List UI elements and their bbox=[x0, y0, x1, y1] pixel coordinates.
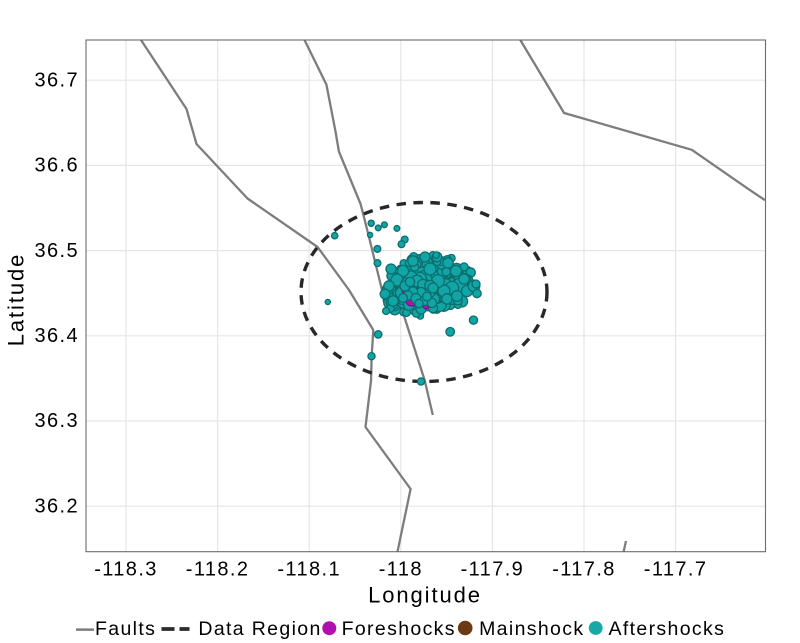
svg-text:Mainshock: Mainshock bbox=[479, 618, 584, 640]
svg-text:Aftershocks: Aftershocks bbox=[609, 618, 726, 640]
svg-text:-118.2: -118.2 bbox=[186, 559, 250, 581]
svg-text:-118: -118 bbox=[379, 559, 423, 581]
svg-text:Data Region: Data Region bbox=[198, 618, 321, 640]
svg-text:-117.8: -117.8 bbox=[552, 559, 616, 581]
svg-text:36.4: 36.4 bbox=[34, 325, 79, 347]
svg-text:36.5: 36.5 bbox=[34, 240, 79, 262]
svg-text:Longitude: Longitude bbox=[368, 583, 482, 608]
svg-text:36.7: 36.7 bbox=[34, 69, 79, 91]
svg-text:36.2: 36.2 bbox=[34, 495, 79, 517]
svg-text:Faults: Faults bbox=[95, 618, 156, 640]
svg-text:-117.9: -117.9 bbox=[461, 559, 525, 581]
svg-text:-118.3: -118.3 bbox=[94, 559, 158, 581]
svg-text:-118.1: -118.1 bbox=[277, 559, 341, 581]
svg-text:Foreshocks: Foreshocks bbox=[342, 618, 456, 640]
svg-text:-117.7: -117.7 bbox=[644, 559, 708, 581]
svg-text:36.6: 36.6 bbox=[34, 155, 79, 177]
svg-text:36.3: 36.3 bbox=[34, 410, 79, 432]
svg-text:Latitude: Latitude bbox=[4, 253, 29, 347]
